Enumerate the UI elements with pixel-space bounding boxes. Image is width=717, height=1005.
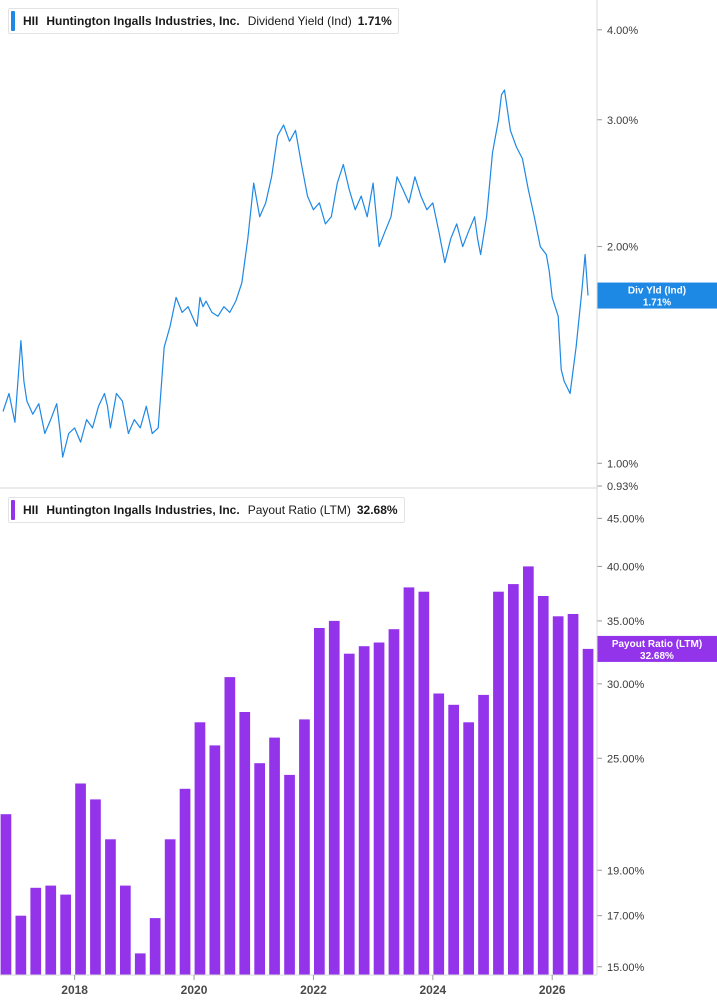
payout-ratio-bar (254, 763, 265, 975)
payout-ratio-bar (478, 694, 489, 975)
flag-background (597, 635, 717, 662)
payout-ratio-swatch (11, 500, 15, 520)
payout-ratio-bar (463, 722, 474, 975)
payout-ratio-bar (508, 584, 519, 975)
payout-ratio-bar (194, 722, 206, 975)
legend-company: Huntington Ingalls Industries, Inc. (46, 503, 240, 517)
x-tick-label: 2020 (181, 983, 208, 997)
payout-ratio-bar (75, 783, 86, 975)
flag-value: 1.71% (643, 298, 671, 309)
1-tick-label: 45.00% (607, 513, 645, 525)
1-tick-label: 35.00% (607, 616, 645, 628)
0-tick-label: 3.00% (607, 115, 638, 127)
legend-metric: Dividend Yield (Ind) (247, 14, 352, 28)
x-tick-label: 2018 (61, 983, 88, 997)
0-tick-label: 2.00% (607, 242, 638, 254)
0-tick-label: 4.00% (607, 25, 638, 37)
payout-ratio-bar (179, 788, 191, 975)
legend-metric: Payout Ratio (LTM) (247, 503, 351, 517)
x-tick-label: 2022 (300, 983, 327, 997)
legend-company: Huntington Ingalls Industries, Inc. (46, 14, 240, 28)
payout-ratio-bar (149, 918, 161, 975)
payout-ratio-legend: HII Huntington Ingalls Industries, Inc. … (8, 497, 405, 523)
payout-ratio-bar (224, 677, 236, 975)
dividend-yield-y-axis: 4.00% 3.00% 2.00% 1.00% 0.93% (597, 25, 638, 493)
x-tick-label: 2024 (419, 983, 446, 997)
payout-ratio-bar (582, 648, 594, 975)
flag-background (597, 282, 717, 309)
flag-value: 32.68% (640, 651, 674, 662)
payout-ratio-bars (0, 566, 594, 975)
dividend-yield-swatch (11, 11, 15, 31)
payout-ratio-value-flag: Payout Ratio (LTM)32.68% (597, 635, 717, 662)
payout-ratio-bar (433, 693, 445, 975)
payout-ratio-bar (30, 887, 42, 975)
payout-ratio-bar (418, 591, 430, 975)
payout-ratio-panel: 45.00% 40.00% 35.00% 30.00% 25.00% 19.00% 17.0… (0, 513, 717, 975)
payout-ratio-bar (105, 839, 116, 975)
dividend-yield-value-flag: Div Yld (Ind)1.71% (597, 282, 717, 309)
payout-ratio-bar (493, 591, 504, 975)
payout-ratio-bar (284, 774, 295, 975)
dividend-yield-legend: HII Huntington Ingalls Industries, Inc. … (8, 8, 399, 34)
payout-ratio-bar (314, 628, 325, 975)
legend-ticker: HII (23, 14, 39, 28)
payout-ratio-bar (134, 953, 146, 975)
legend-value: 1.71% (357, 14, 392, 28)
dividend-yield-line (2, 89, 589, 458)
payout-ratio-bar (60, 894, 71, 975)
payout-ratio-bar (552, 616, 564, 975)
payout-ratio-bar (299, 719, 310, 975)
1-tick-label: 15.00% (607, 962, 645, 974)
payout-ratio-bar (358, 646, 370, 975)
payout-ratio-bar (209, 745, 221, 975)
payout-ratio-bar (269, 737, 280, 975)
payout-ratio-bar (328, 620, 340, 975)
0-tick-label: 0.93% (607, 481, 638, 493)
dividend-yield-panel: 4.00% 3.00% 2.00% 1.00% 0.93% Div Yld (Ind)1… (2, 25, 717, 493)
time-x-axis: 2018 2020 2022 2024 2026 (0, 974, 597, 997)
payout-ratio-bar (403, 587, 415, 975)
1-tick-label: 17.00% (607, 911, 645, 923)
payout-ratio-bar (343, 653, 355, 975)
legend-ticker: HII (23, 503, 39, 517)
x-tick-label: 2026 (539, 983, 566, 997)
payout-ratio-bar (373, 642, 385, 975)
payout-ratio-bar (448, 704, 459, 975)
payout-ratio-bar (45, 885, 57, 975)
payout-ratio-bar (120, 885, 131, 975)
payout-ratio-bar (15, 915, 27, 975)
flag-label: Div Yld (Ind) (628, 286, 686, 297)
1-tick-label: 30.00% (607, 679, 645, 691)
0-tick-label: 1.00% (607, 458, 638, 470)
flag-label: Payout Ratio (LTM) (612, 639, 702, 650)
payout-ratio-bar (239, 712, 251, 975)
payout-ratio-bar (164, 839, 176, 975)
1-tick-label: 40.00% (607, 561, 645, 573)
legend-value: 32.68% (356, 503, 398, 517)
payout-ratio-y-axis: 45.00% 40.00% 35.00% 30.00% 25.00% 19.00% 17.0… (597, 513, 645, 974)
payout-ratio-bar (523, 566, 534, 975)
payout-ratio-bar (567, 614, 579, 975)
1-tick-label: 25.00% (607, 753, 645, 765)
payout-ratio-bar (0, 814, 12, 975)
payout-ratio-bar (90, 799, 101, 975)
1-tick-label: 19.00% (607, 865, 645, 877)
payout-ratio-bar (388, 629, 400, 975)
payout-ratio-bar (537, 596, 549, 975)
